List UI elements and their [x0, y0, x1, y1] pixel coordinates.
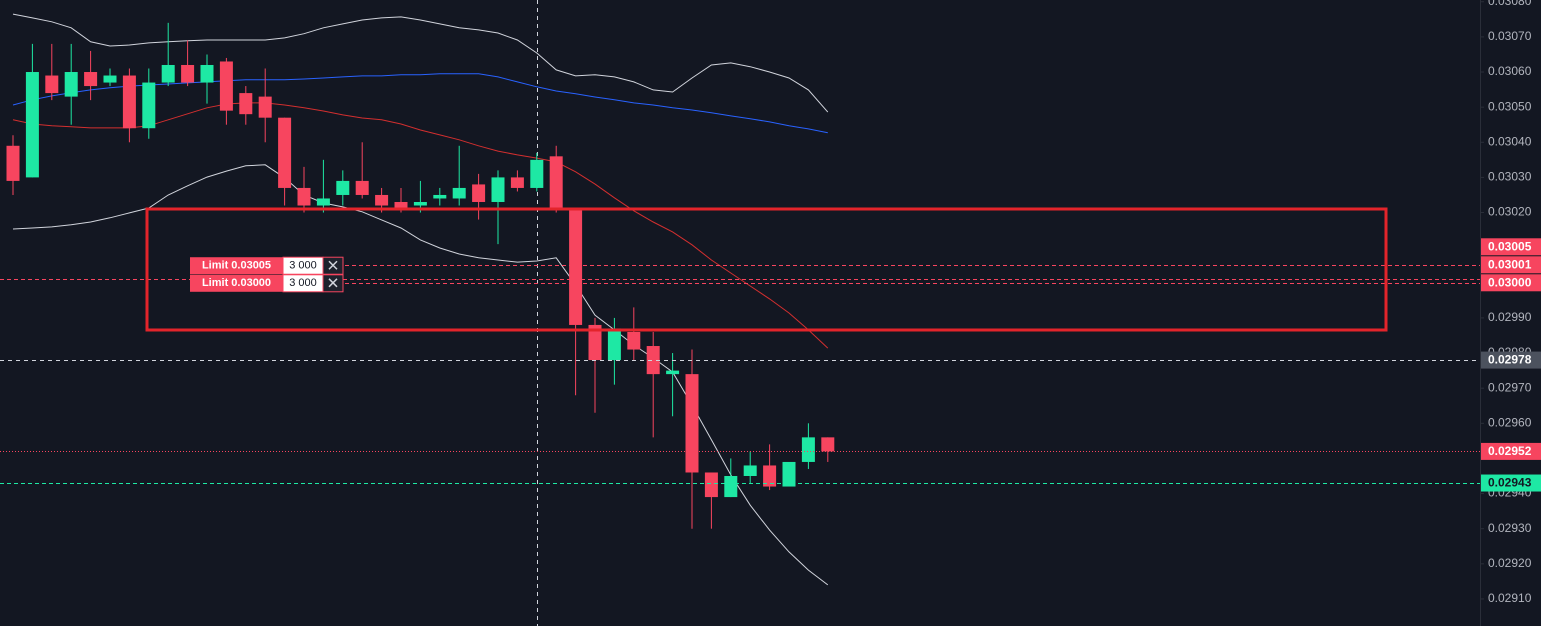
candle-body: [607, 328, 621, 361]
price-label: 0.02952: [1488, 444, 1532, 458]
candle-body: [122, 75, 136, 129]
candle-body: [763, 465, 777, 487]
order-cancel-icon[interactable]: [328, 278, 338, 288]
candle-body: [510, 177, 524, 188]
order-tag[interactable]: Limit 0.03000 3 000: [190, 274, 344, 293]
candle-body: [433, 194, 447, 199]
order-tag[interactable]: Limit 0.03005 3 000: [190, 256, 344, 275]
price-label-box: [1481, 256, 1541, 274]
candle-body: [6, 145, 20, 181]
candle-body: [103, 75, 117, 83]
candle-body: [25, 72, 39, 178]
candle-body: [782, 461, 796, 487]
y-tick-label: 0.03040: [1488, 134, 1532, 148]
price-label-box: [1481, 351, 1541, 369]
candle-body: [666, 370, 680, 375]
candle-body: [181, 64, 195, 83]
price-axis: 0.03080 0.03070 0.03060 0.03050 0.03040 0.030…: [1480, 0, 1541, 605]
plot: Limit 0.03005 3 000 Limit 0.03000 3 000: [0, 13, 1480, 586]
y-tick-label: 0.02990: [1488, 310, 1532, 324]
candle-body: [704, 472, 718, 498]
order-cancel-icon[interactable]: [328, 260, 338, 270]
candle-body: [452, 187, 466, 199]
candle-body: [161, 64, 175, 83]
candle-body: [569, 209, 583, 325]
y-tick-label: 0.02910: [1488, 591, 1532, 605]
price-label-box: [1481, 442, 1541, 460]
candle-body: [84, 72, 98, 87]
candle-body: [375, 194, 389, 206]
candle-body: [821, 437, 835, 452]
candle-body: [588, 324, 602, 361]
y-tick-label: 0.02970: [1488, 380, 1532, 394]
candle-body: [530, 159, 544, 188]
order-quantity: 3 000: [289, 277, 317, 289]
candle-body: [413, 201, 427, 206]
y-tick-label: 0.03050: [1488, 99, 1532, 113]
candle-body: [743, 465, 757, 476]
candle-body: [472, 184, 486, 202]
candle-body: [219, 61, 233, 111]
candle-body: [549, 156, 563, 210]
candle-body: [45, 75, 59, 94]
candle-body: [316, 198, 330, 206]
order-quantity: 3 000: [289, 260, 317, 272]
candle-body: [64, 72, 78, 97]
candle-body: [646, 346, 660, 375]
y-tick-label: 0.03020: [1488, 205, 1532, 219]
candle-body: [278, 117, 292, 188]
candle-body: [200, 64, 214, 83]
order-label-box: [190, 257, 283, 275]
candle-body: [336, 180, 350, 195]
highlight-box: [145, 207, 1388, 332]
y-tick-label: 0.03030: [1488, 170, 1532, 184]
candle-body: [491, 177, 505, 202]
price-label-box: [1481, 474, 1541, 492]
order-label-box: [190, 274, 283, 292]
price-label: 0.02943: [1488, 476, 1532, 490]
indicator-line: [12, 13, 829, 113]
price-label-box: [1481, 238, 1541, 256]
candle-body: [239, 93, 253, 115]
y-tick-label: 0.02960: [1488, 415, 1532, 429]
candle-body: [258, 96, 272, 118]
candle-body: [801, 437, 815, 462]
candle-body: [355, 180, 369, 195]
candle-body: [297, 187, 311, 206]
y-tick-label: 0.03080: [1488, 0, 1532, 8]
candle-body: [724, 475, 738, 498]
price-label: 0.02978: [1488, 353, 1532, 367]
candle-body: [142, 82, 156, 129]
price-label: 0.03001: [1488, 257, 1532, 271]
y-tick-label: 0.02930: [1488, 521, 1532, 535]
candle-body: [685, 374, 699, 473]
y-tick-label: 0.02920: [1488, 556, 1532, 570]
order-label: Limit 0.03005: [202, 260, 271, 272]
price-label-box: [1481, 274, 1541, 292]
candle-body: [394, 201, 408, 210]
candle-body: [627, 331, 641, 350]
price-label: 0.03000: [1488, 275, 1532, 289]
price-label: 0.03005: [1488, 239, 1532, 253]
y-tick-label: 0.03060: [1488, 64, 1532, 78]
order-label: Limit 0.03000: [202, 277, 271, 289]
y-tick-label: 0.03070: [1488, 29, 1532, 43]
